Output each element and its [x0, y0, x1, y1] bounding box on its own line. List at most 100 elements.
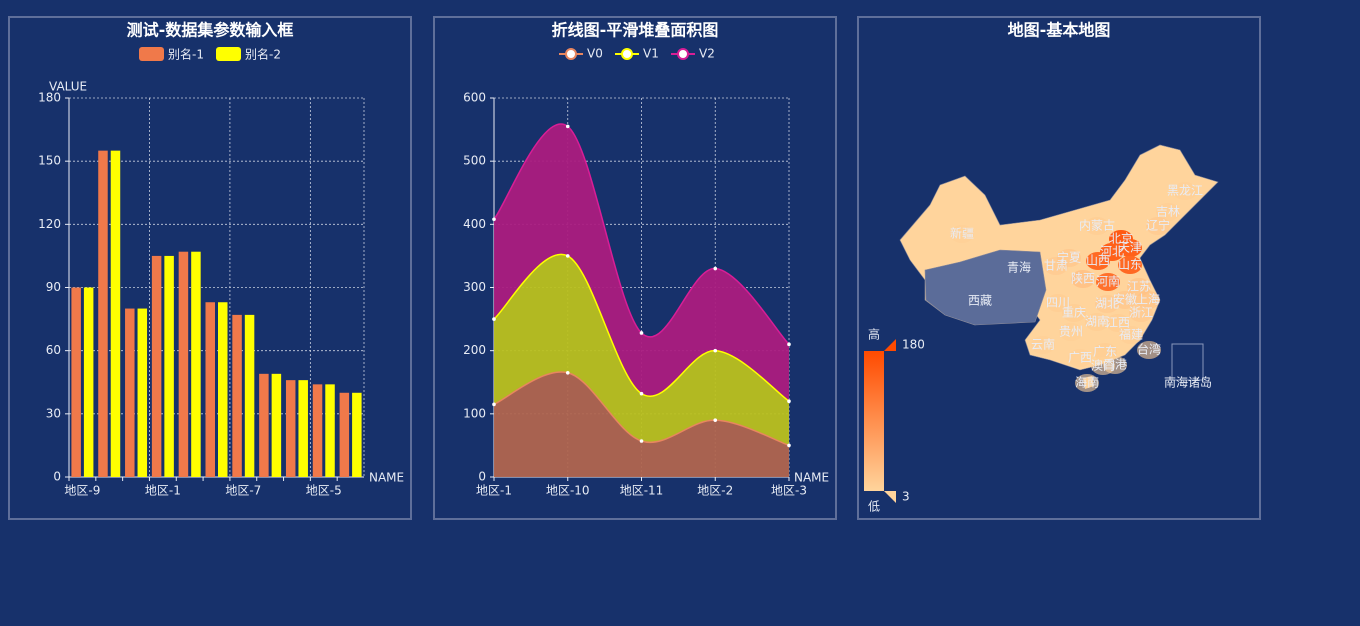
region: [1062, 304, 1086, 322]
bar: [178, 251, 189, 477]
x-tick-label: 地区-9: [64, 484, 100, 498]
y-tick-label: 150: [38, 154, 61, 168]
region-label: 西藏: [968, 294, 992, 308]
bar: [110, 150, 121, 477]
y-tick-label: 180: [38, 91, 61, 105]
y-tick-label: 30: [46, 406, 61, 420]
visual-map-high: 高: [868, 327, 880, 342]
region: [1085, 217, 1109, 235]
visual-map-bar: [864, 351, 884, 491]
panel: [433, 16, 837, 520]
point: [492, 217, 496, 222]
region-label: 南海诸岛: [1164, 375, 1212, 390]
visual-map-max: 180: [902, 338, 925, 352]
no-data-area: [924, 249, 1047, 326]
region-label: 云南: [1031, 337, 1055, 352]
point: [713, 418, 718, 422]
region-label: 海南: [1075, 375, 1099, 390]
x-tick-label: 地区-11: [620, 484, 664, 498]
region-label: 江苏: [1127, 280, 1151, 294]
bar: [71, 287, 81, 477]
region: [1129, 304, 1153, 322]
region-label: 广西: [1068, 351, 1092, 365]
panel: [857, 16, 1261, 520]
legend-label: V2: [699, 47, 715, 61]
region: [1075, 374, 1099, 392]
y-tick-label: 100: [463, 406, 486, 420]
bar: [98, 150, 108, 477]
region-label: 山西: [1086, 254, 1110, 268]
y-tick-label: 300: [463, 280, 486, 294]
handle: [884, 339, 896, 351]
region: [1118, 239, 1142, 257]
y-tick-label: 60: [46, 343, 61, 357]
region: [1146, 217, 1170, 235]
point: [639, 391, 644, 396]
bar: [164, 255, 174, 477]
region: [1095, 295, 1119, 313]
point: [565, 370, 570, 375]
bar: [244, 314, 255, 477]
x-tick-label: 地区-1: [476, 484, 512, 498]
region-label: 北京: [1109, 232, 1133, 246]
x-tick-label: 地区-5: [306, 484, 342, 498]
region-label: 陕西: [1071, 271, 1095, 286]
region: [950, 225, 974, 243]
region: [1113, 291, 1137, 309]
x-axis-name: NAME: [794, 471, 829, 485]
y-tick-label: 120: [38, 217, 61, 231]
bar: [232, 314, 242, 477]
legend-label: V0: [587, 47, 603, 61]
bar: [218, 302, 228, 477]
legend-marker: [621, 48, 633, 60]
region-label: 安徽: [1113, 292, 1137, 307]
point: [787, 399, 791, 404]
y-tick-label: 500: [463, 154, 486, 168]
region: [1059, 323, 1083, 341]
region-label: 甘肃: [1044, 259, 1068, 273]
y-tick-label: 600: [463, 91, 486, 105]
region-label: 上海: [1136, 292, 1160, 307]
region: [1173, 182, 1197, 200]
region: [1031, 336, 1055, 354]
region-label: 山东: [1118, 258, 1142, 272]
point: [713, 348, 718, 353]
bar: [83, 287, 94, 477]
bar: [352, 392, 362, 477]
x-tick-label: 地区-7: [225, 484, 261, 498]
point: [639, 439, 644, 443]
area-fill: [494, 372, 789, 477]
y-axis-name: VALUE: [49, 80, 87, 94]
point: [713, 266, 718, 271]
y-tick-label: 0: [53, 470, 61, 484]
legend-swatch: [139, 47, 164, 61]
visual-map-min: 3: [902, 490, 910, 504]
chart-title: 地图-基本地图: [1008, 21, 1111, 40]
y-tick-label: 200: [463, 343, 486, 357]
x-tick-label: 地区-3: [771, 484, 807, 498]
point: [787, 443, 791, 448]
region-label: 澳门: [1091, 358, 1115, 373]
bar: [125, 308, 135, 477]
bar: [339, 392, 350, 477]
bar: [298, 380, 308, 477]
area-line: [493, 123, 790, 345]
handle: [884, 491, 896, 503]
region-label: 浙江: [1129, 306, 1153, 320]
bar: [151, 255, 162, 477]
point: [787, 342, 791, 347]
region-label: 河南: [1096, 274, 1120, 289]
legend-label: 别名-2: [245, 47, 281, 62]
region-label: 黑龙江: [1167, 184, 1203, 198]
region-label: 四川: [1046, 296, 1070, 310]
region-label: 重庆: [1062, 306, 1086, 320]
bar: [205, 302, 215, 477]
legend-label: V1: [643, 47, 659, 61]
region-label: 新疆: [950, 226, 974, 241]
chart-title: 折线图-平滑堆叠面积图: [552, 21, 719, 40]
region-label: 台湾: [1137, 342, 1161, 357]
region-label: 天津: [1118, 241, 1142, 255]
region: [1118, 256, 1142, 274]
region: [1156, 203, 1180, 221]
point: [492, 402, 496, 407]
